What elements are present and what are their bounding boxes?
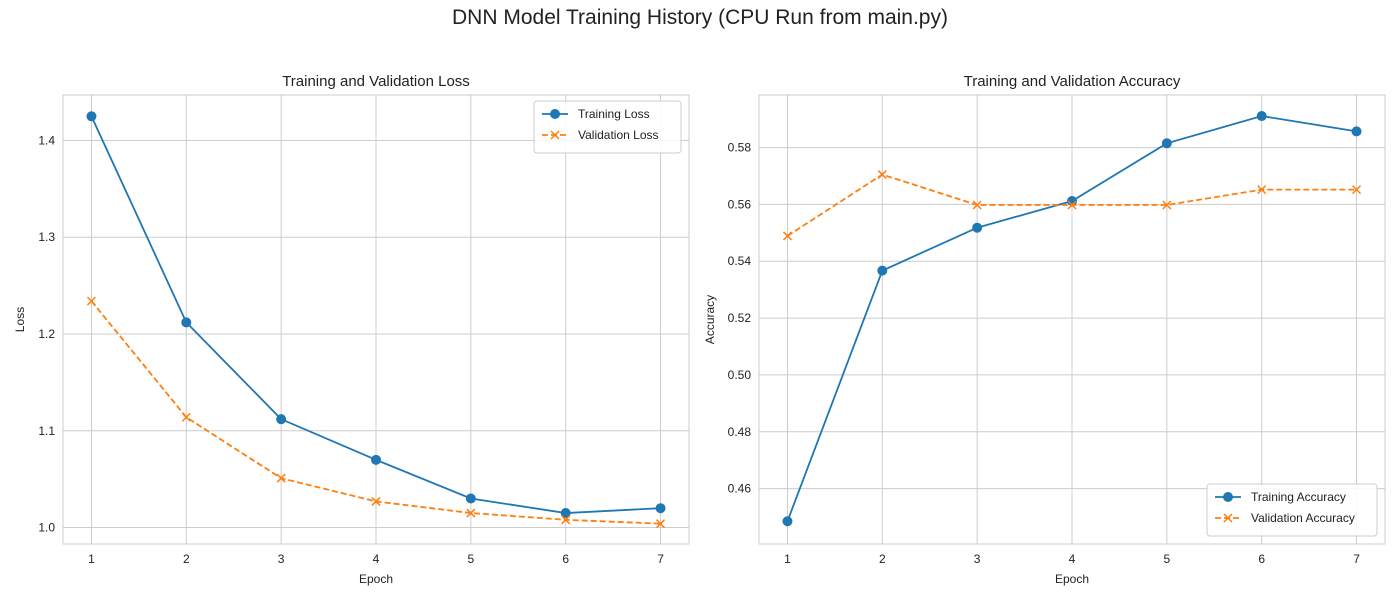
data-point	[181, 317, 192, 328]
data-point	[877, 170, 887, 180]
x-tick-label: 5	[1164, 552, 1171, 566]
legend-label: Training Loss	[578, 107, 650, 121]
plot-frame	[758, 94, 1386, 545]
data-point	[86, 111, 97, 122]
data-point	[656, 519, 666, 529]
data-point	[1256, 111, 1267, 122]
series-training	[86, 111, 666, 519]
x-tick-label: 3	[974, 552, 981, 566]
y-axis-label: Accuracy	[703, 295, 717, 344]
legend-label: Training Accuracy	[1251, 490, 1346, 504]
x-tick-label: 4	[1069, 552, 1076, 566]
data-point	[560, 508, 571, 519]
x-tick-label: 1	[784, 552, 791, 566]
data-point	[1161, 138, 1172, 149]
legend-box	[533, 100, 682, 154]
series-validation	[782, 170, 1362, 241]
data-point	[465, 493, 476, 504]
loss-chart: 1 2 3 4 5 6 7 1.0 1.1 1.2 1.3 1.4 Training and Valid…	[13, 73, 690, 586]
y-tick-label: 1.2	[38, 327, 55, 341]
legend-label: Validation Loss	[578, 128, 659, 142]
legend-swatch-marker	[1223, 492, 1233, 502]
chart-title: Training and Validation Loss	[282, 73, 470, 90]
y-tick-label: 1.3	[38, 230, 55, 244]
legend-swatch-marker	[550, 109, 560, 119]
y-axis-label: Loss	[13, 307, 27, 332]
y-tick-label: 0.46	[728, 482, 752, 496]
legend: Training Loss Validation Loss	[533, 100, 682, 154]
y-tick-label: 0.52	[728, 311, 752, 325]
x-tick-label: 6	[562, 552, 569, 566]
data-point	[371, 454, 381, 465]
legend-swatch-marker	[1223, 513, 1233, 523]
data-point	[1257, 185, 1267, 195]
data-point	[276, 473, 286, 483]
y-tick-label: 0.50	[728, 368, 752, 382]
chart-title: Training and Validation Accuracy	[964, 73, 1181, 90]
data-point	[371, 496, 381, 506]
figure-title: DNN Model Training History (CPU Run from…	[452, 6, 948, 29]
data-point	[782, 231, 792, 241]
data-point	[86, 296, 96, 306]
data-point	[972, 222, 983, 233]
x-tick-label: 2	[879, 552, 886, 566]
data-point	[782, 516, 793, 527]
data-point	[1352, 185, 1362, 195]
x-tick-label: 1	[88, 552, 95, 566]
data-point	[1351, 126, 1362, 137]
data-point	[655, 503, 666, 514]
y-tick-label: 1.0	[38, 521, 55, 535]
x-tick-label: 5	[468, 552, 475, 566]
y-tick-label: 1.4	[38, 133, 55, 147]
series-training	[782, 111, 1362, 527]
data-point	[181, 412, 191, 422]
y-tick-label: 1.1	[38, 424, 55, 438]
legend-box	[1206, 483, 1378, 537]
data-point	[466, 508, 476, 518]
x-tick-label: 6	[1258, 552, 1265, 566]
data-point	[877, 265, 888, 276]
legend: Training Accuracy Validation Accuracy	[1206, 483, 1378, 537]
data-point	[561, 515, 571, 525]
x-axis-label: Epoch	[359, 572, 393, 586]
data-point	[1067, 200, 1077, 210]
x-tick-label: 7	[1353, 552, 1360, 566]
series-validation	[86, 296, 666, 529]
y-tick-label: 0.54	[728, 254, 752, 268]
data-point	[1162, 200, 1172, 210]
legend-swatch-marker	[550, 130, 560, 140]
y-tick-label: 0.56	[728, 197, 752, 211]
x-tick-label: 4	[373, 552, 380, 566]
x-tick-label: 2	[183, 552, 190, 566]
accuracy-chart: 1 2 3 4 5 6 7 0.46 0.48 0.50 0.52 0.54 0.56 0.58 Train…	[703, 73, 1386, 586]
legend-label: Validation Accuracy	[1251, 511, 1355, 525]
x-axis-label: Epoch	[1055, 572, 1089, 586]
y-tick-label: 0.48	[728, 425, 752, 439]
y-tick-label: 0.58	[728, 141, 752, 155]
x-tick-label: 7	[657, 552, 664, 566]
plot-frame	[62, 94, 690, 545]
data-point	[972, 200, 982, 210]
data-point	[276, 414, 287, 425]
x-tick-label: 3	[278, 552, 285, 566]
